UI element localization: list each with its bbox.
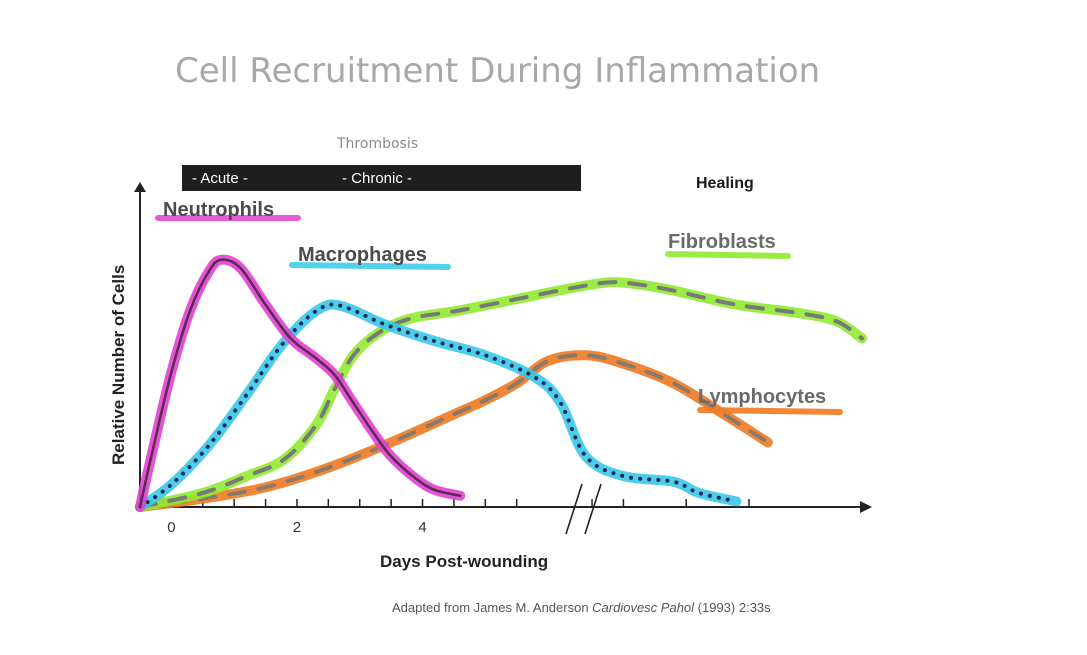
- healing-label: Healing: [696, 175, 754, 192]
- series-pattern-lymphocytes: [138, 353, 770, 509]
- y-axis-arrow: [134, 182, 146, 192]
- source-suffix: (1993) 2:33s: [694, 600, 771, 615]
- chart-title: Cell Recruitment During Inflammation: [175, 51, 820, 91]
- source-note: Adapted from James M. Anderson Cardioves…: [392, 600, 771, 615]
- x-tick-labels: 0 2 4: [167, 519, 426, 536]
- series-pattern-macrophages: [138, 302, 739, 509]
- series-label-fibroblasts-group: Fibroblasts: [665, 231, 791, 259]
- series-pattern-neutrophils: [138, 258, 462, 509]
- source-prefix: Adapted from James M. Anderson: [392, 600, 592, 615]
- series-label-lymphocytes: Lymphocytes: [698, 386, 826, 408]
- series-label-macrophages-group: Macrophages: [289, 244, 451, 270]
- acute-label: - Acute -: [192, 170, 248, 187]
- series-line-macrophages: [135, 299, 742, 512]
- x-tick-label: 2: [293, 519, 301, 536]
- series-label-lymphocytes-group: Lymphocytes: [697, 386, 843, 415]
- series-label-fibroblasts: Fibroblasts: [668, 231, 776, 253]
- x-axis-label: Days Post-wounding: [380, 552, 548, 571]
- x-axis-arrow: [860, 501, 872, 513]
- source-journal: Cardiovesc Pahol: [592, 600, 695, 615]
- x-tick-label: 4: [418, 519, 426, 536]
- thrombosis-label: Thrombosis: [336, 136, 418, 152]
- chronic-label: - Chronic -: [342, 170, 412, 187]
- y-axis-label: Relative Number of Cells: [109, 265, 128, 465]
- series-label-macrophages: Macrophages: [298, 244, 427, 266]
- axis-break: [565, 483, 602, 535]
- series-lines: [135, 254, 867, 512]
- series-label-neutrophils: Neutrophils: [163, 199, 274, 221]
- x-tick-label: 0: [167, 519, 175, 536]
- phase-bar: [182, 165, 581, 191]
- series-pattern-fibroblasts: [138, 280, 864, 509]
- series-label-neutrophils-group: Neutrophils: [155, 199, 301, 221]
